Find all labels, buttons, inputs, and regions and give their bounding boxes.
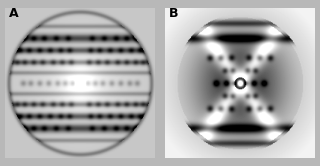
Text: A: A xyxy=(9,7,19,20)
Text: B: B xyxy=(169,7,179,20)
